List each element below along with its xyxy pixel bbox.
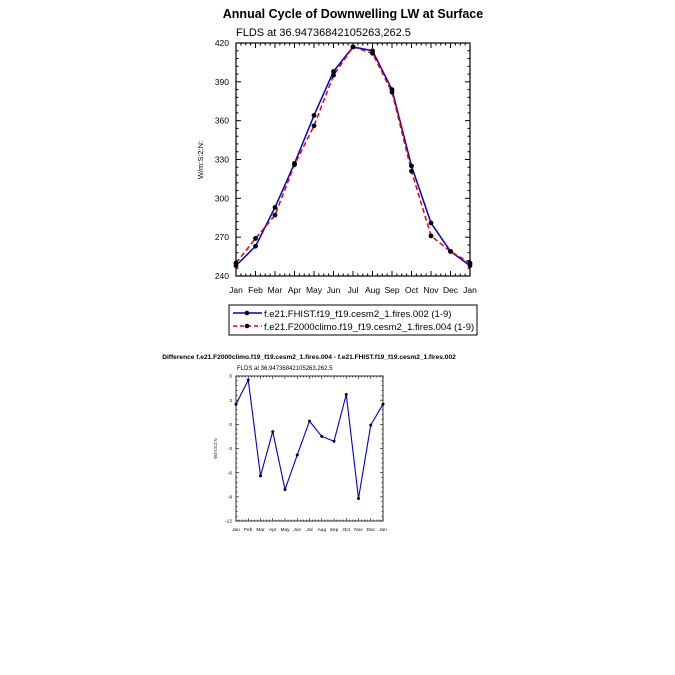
y-tick-label: 360 — [215, 116, 229, 126]
series-2-point — [389, 89, 395, 95]
x-tick-label: Jan — [379, 527, 387, 533]
series-2-point — [331, 72, 336, 78]
series-2-point — [448, 249, 453, 254]
y-tick-label: 420 — [215, 38, 229, 48]
chart-1-subtitle: FLDS at 36.94736842105263,262.5 — [236, 27, 411, 39]
series-1-point — [271, 430, 275, 434]
x-tick-label: Oct — [405, 285, 419, 295]
x-tick-label: Aug — [317, 527, 326, 533]
x-tick-label: Jul — [306, 527, 312, 533]
y-tick-label: 3 — [229, 398, 232, 404]
y-tick-label: -6 — [228, 470, 233, 476]
series-1-point — [272, 204, 278, 210]
series-1-point — [246, 378, 250, 382]
y-tick-label: 270 — [215, 232, 229, 242]
series-1-point — [320, 434, 324, 438]
x-tick-label: Feb — [248, 285, 263, 295]
chart-2-plot-area — [234, 378, 385, 500]
x-tick-label: May — [280, 527, 290, 533]
chart-1-y-axis-label: W/m:S:2:N: — [196, 141, 205, 179]
y-tick-label: 390 — [215, 77, 229, 87]
series-1-point — [259, 474, 262, 478]
series-2-point — [272, 212, 278, 218]
legend-box — [228, 304, 478, 336]
series-1-point — [295, 453, 299, 457]
x-tick-label: Apr — [288, 285, 301, 295]
series-2-point — [370, 50, 375, 56]
y-tick-label: 0 — [229, 422, 232, 428]
chart-2-axes: Jan Feb Mar Apr May Jun Jul Aug Sep Oct Nov Dec Jan-… — [225, 374, 387, 533]
series-2-point — [409, 168, 414, 174]
chart-1-axes: Jan Feb Mar Apr May Jun Jul Aug Sep Oct Nov Dec Jan2… — [215, 38, 477, 295]
chart-1-plot-area — [233, 44, 473, 269]
x-tick-label: Jan — [229, 285, 243, 295]
series-1-point — [308, 419, 311, 423]
y-tick-label: 240 — [215, 271, 229, 281]
series-2-point — [350, 44, 356, 50]
x-tick-label: Mar — [256, 527, 265, 533]
x-tick-label: Nov — [423, 285, 439, 295]
series-1-point — [283, 488, 287, 492]
chart-1-legend: f.e21.FHIST.f19_f19.cesm2_1.fires.002 (1… — [228, 304, 478, 336]
series-1-point — [428, 220, 434, 226]
x-tick-label: Dec — [366, 527, 375, 533]
y-tick-label: -3 — [228, 446, 233, 452]
x-tick-label: Jun — [327, 285, 341, 295]
x-tick-label: Jul — [348, 285, 359, 295]
series-2-point — [292, 162, 297, 168]
x-tick-label: Nov — [354, 527, 363, 533]
series-2-point — [311, 123, 317, 129]
chart-1-title: Annual Cycle of Downwelling LW at Surfac… — [223, 7, 483, 21]
series-1-point — [357, 496, 360, 500]
series-1-point — [331, 69, 336, 74]
y-tick-label: 330 — [215, 154, 229, 164]
legend-label-series-1: f.e21.FHIST.f19_f19.cesm2_1.fires.002 (1… — [264, 309, 451, 320]
series-2-point — [253, 236, 258, 241]
chart-2-title: Difference f.e21.F2000climo.f19_f19.cesm… — [162, 354, 456, 361]
x-tick-label: Jan — [232, 527, 240, 533]
y-tick-label: -9 — [228, 495, 233, 501]
x-tick-label: Oct — [343, 527, 351, 533]
series-line-2 — [235, 46, 471, 264]
series-2-point — [467, 260, 473, 266]
y-tick-label: -12 — [225, 519, 232, 525]
y-tick-label: 6 — [229, 374, 232, 380]
x-tick-label: Sep — [384, 285, 399, 295]
series-2-point — [233, 260, 239, 266]
chart-2-y-axis-label: W/m:S:2:N: — [213, 437, 218, 458]
series-1-point — [332, 439, 336, 443]
series-line-1 — [235, 46, 471, 267]
series-1-point — [253, 243, 258, 249]
series-1-point — [234, 402, 238, 406]
x-tick-label: Sep — [330, 527, 339, 533]
series-line-1 — [235, 379, 384, 499]
plot-frame — [235, 42, 471, 277]
x-tick-label: Aug — [365, 285, 380, 295]
x-tick-label: Jun — [293, 527, 301, 533]
x-tick-label: Mar — [268, 285, 283, 295]
x-tick-label: Feb — [244, 527, 253, 533]
x-tick-label: May — [306, 285, 323, 295]
series-1-point — [409, 163, 414, 169]
x-tick-label: Apr — [269, 527, 277, 533]
series-1-point — [311, 113, 317, 118]
series-1-point — [344, 393, 348, 397]
legend-label-series-2: f.e21.F2000climo.f19_f19.cesm2_1.fires.0… — [264, 322, 474, 333]
y-tick-label: 300 — [215, 193, 229, 203]
legend-marker-series-2 — [244, 323, 250, 329]
plot-frame — [235, 375, 384, 522]
x-tick-label: Dec — [443, 285, 459, 295]
series-1-point — [369, 423, 373, 427]
series-2-point — [428, 233, 434, 239]
x-tick-label: Jan — [463, 285, 477, 295]
legend-marker-series-1 — [244, 310, 250, 316]
chart-2-subtitle: FLDS at 36.94736842105263,262.5 — [237, 366, 333, 372]
series-1-point — [381, 402, 385, 406]
